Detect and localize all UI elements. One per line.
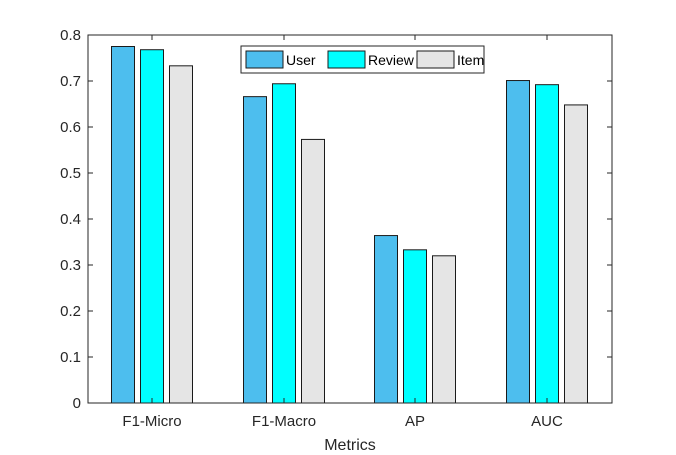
x-tick-label: F1-Micro <box>122 413 181 430</box>
y-tick-label: 0.3 <box>60 257 81 274</box>
y-tick-label: 0.7 <box>60 73 81 90</box>
x-tick-label: F1-Macro <box>252 413 316 430</box>
legend-label-item: Item <box>457 52 484 68</box>
y-tick-label: 0 <box>73 395 81 412</box>
legend: User Review Item <box>240 45 485 74</box>
legend-swatch-item <box>416 50 455 69</box>
x-axis-ticks: F1-Micro F1-Macro AP AUC <box>122 35 563 430</box>
bar-user-f1-macro <box>243 96 267 404</box>
y-tick-label: 0.8 <box>60 27 81 44</box>
x-axis-title: Metrics <box>324 437 376 454</box>
legend-label-review: Review <box>368 52 415 68</box>
bar-review-f1-micro <box>140 49 164 404</box>
legend-label-user: User <box>286 52 316 68</box>
bar-user-f1-micro <box>111 46 135 404</box>
bar-review-f1-macro <box>272 83 296 404</box>
bars-group <box>111 46 588 404</box>
bar-item-f1-macro <box>301 138 325 404</box>
x-tick-label: AP <box>405 413 425 430</box>
y-tick-label: 0.2 <box>60 303 81 320</box>
legend-swatch-review <box>327 50 366 69</box>
y-tick-label: 0.1 <box>60 349 81 366</box>
bar-user-ap <box>374 235 398 404</box>
legend-swatch-user <box>245 50 284 69</box>
bar-item-ap <box>432 255 456 404</box>
bar-item-auc <box>564 104 588 404</box>
y-tick-label: 0.5 <box>60 165 81 182</box>
plot-frame <box>87 34 613 404</box>
bar-user-auc <box>506 80 530 404</box>
y-axis-ticks: 0 0.1 0.2 0.3 0.4 0.5 0.6 0.7 0.8 <box>60 27 612 412</box>
bar-item-f1-micro <box>169 65 193 404</box>
y-tick-label: 0.6 <box>60 119 81 136</box>
x-tick-label: AUC <box>531 413 563 430</box>
bar-review-auc <box>535 84 559 404</box>
plot-background <box>88 35 612 403</box>
y-tick-label: 0.4 <box>60 211 81 228</box>
bar-review-ap <box>403 249 427 404</box>
